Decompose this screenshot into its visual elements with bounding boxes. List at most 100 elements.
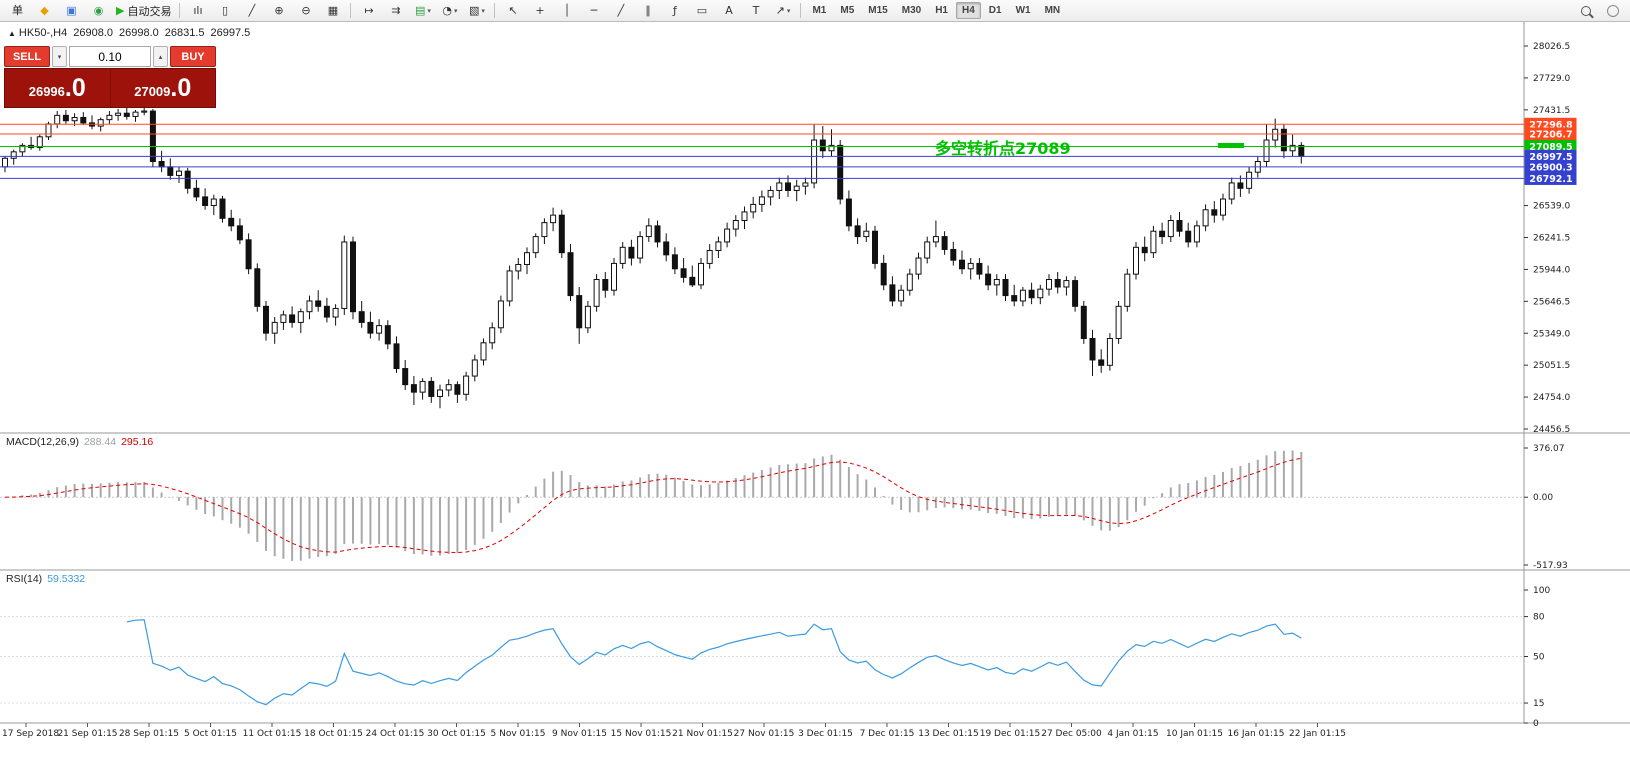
- svg-text:25349.0: 25349.0: [1533, 329, 1570, 339]
- crosshair-icon[interactable]: +: [535, 4, 545, 17]
- new-chart-icon[interactable]: ▤ ▾: [415, 4, 431, 17]
- volume-input[interactable]: [69, 46, 151, 67]
- chart-header: ▲ HK50-,H4 26908.0 26998.0 26831.5 26997.5: [8, 27, 256, 39]
- svg-text:5 Oct 01:15: 5 Oct 01:15: [184, 729, 237, 739]
- timeframe-m30-button[interactable]: M30: [901, 5, 922, 16]
- fibonacci-icon[interactable]: ƒ: [673, 4, 677, 17]
- svg-text:13 Dec 01:15: 13 Dec 01:15: [918, 729, 979, 739]
- svg-text:17 Sep 2018: 17 Sep 2018: [2, 729, 59, 739]
- svg-text:26241.5: 26241.5: [1533, 234, 1570, 244]
- svg-text:26900.3: 26900.3: [1529, 162, 1572, 173]
- svg-text:25646.5: 25646.5: [1533, 297, 1570, 307]
- timeframe-group: M1 M5 M15 M30 H1 H4 D1 W1 MN: [805, 2, 1067, 19]
- volume-stepper-up[interactable]: ▴: [153, 46, 168, 67]
- svg-text:80: 80: [1533, 613, 1545, 623]
- svg-text:24754.0: 24754.0: [1533, 393, 1570, 403]
- svg-text:22 Jan 01:15: 22 Jan 01:15: [1289, 729, 1346, 739]
- svg-text:11 Oct 01:15: 11 Oct 01:15: [243, 729, 302, 739]
- navigator-icon[interactable]: ◉: [93, 4, 104, 17]
- buy-button[interactable]: BUY: [170, 46, 216, 67]
- svg-text:16 Jan 01:15: 16 Jan 01:15: [1228, 729, 1285, 739]
- buy-price[interactable]: 27009.0: [109, 69, 216, 107]
- timeframe-d1-button[interactable]: D1: [988, 5, 1002, 16]
- svg-text:100: 100: [1533, 586, 1550, 596]
- sell-price[interactable]: 26996.0: [28, 73, 86, 102]
- timeframe-w1-button[interactable]: W1: [1015, 5, 1031, 16]
- data-window-icon[interactable]: ▣: [66, 4, 77, 17]
- horizontal-line-icon[interactable]: ─: [590, 4, 598, 17]
- order-type-dropdown[interactable]: ▾: [52, 46, 67, 67]
- svg-text:-517.93: -517.93: [1533, 561, 1568, 571]
- templates-icon[interactable]: ▧ ▾: [469, 4, 485, 17]
- one-click-trading-panel: SELL ▾ ▴ BUY 26996.0 27009.0: [4, 46, 216, 108]
- ohlc-open: 26908.0: [73, 27, 113, 39]
- search-icon[interactable]: [1573, 0, 1598, 21]
- trendline-stub[interactable]: [1218, 143, 1244, 148]
- shapes-icon[interactable]: ▭: [696, 4, 708, 17]
- svg-text:25944.0: 25944.0: [1533, 265, 1570, 275]
- svg-text:30 Oct 01:15: 30 Oct 01:15: [427, 729, 486, 739]
- svg-text:28 Sep 01:15: 28 Sep 01:15: [119, 729, 179, 739]
- sell-button[interactable]: SELL: [4, 46, 50, 67]
- toolbar-separator: [350, 3, 352, 18]
- chart-canvas[interactable]: 28026.5 27729.0 27431.5 26539.0 26241.5 25944…: [0, 22, 1630, 769]
- svg-text:27296.8: 27296.8: [1529, 120, 1573, 131]
- svg-text:25051.5: 25051.5: [1533, 361, 1570, 371]
- zoom-in-icon[interactable]: ⊕: [274, 4, 284, 17]
- ohlc-close: 26997.5: [210, 27, 251, 39]
- svg-text:27089.5: 27089.5: [1529, 142, 1572, 153]
- arrows-icon[interactable]: ↗ ▾: [775, 4, 791, 17]
- toolbar-separator: [494, 3, 496, 18]
- rsi-indicator-label: RSI(14) 59.5332: [6, 573, 86, 585]
- auto-scroll-icon[interactable]: ↦: [364, 4, 374, 17]
- timeframe-m15-button[interactable]: M15: [868, 5, 888, 16]
- new-order-button[interactable]: 单: [12, 4, 23, 17]
- text-label-icon[interactable]: T: [752, 4, 760, 17]
- tile-windows-icon[interactable]: ▦: [327, 4, 339, 17]
- timeframe-m1-button[interactable]: M1: [812, 5, 827, 16]
- metaeditor-icon[interactable]: ◆: [40, 4, 49, 17]
- cursor-icon[interactable]: ↖: [508, 4, 518, 17]
- svg-text:27206.7: 27206.7: [1529, 129, 1572, 140]
- svg-text:27431.5: 27431.5: [1533, 106, 1570, 116]
- svg-text:27729.0: 27729.0: [1533, 74, 1570, 84]
- vertical-line-icon[interactable]: │: [563, 4, 571, 17]
- toolbar-separator: [179, 3, 181, 18]
- text-icon[interactable]: A: [725, 4, 733, 17]
- timeframe-h4-button[interactable]: H4: [955, 2, 981, 19]
- chart-shift-icon[interactable]: ⇉: [391, 4, 401, 17]
- autotrading-button[interactable]: ▶ 自动交易: [116, 4, 172, 18]
- ohlc-low: 26831.5: [164, 27, 205, 39]
- svg-text:24 Oct 01:15: 24 Oct 01:15: [366, 729, 425, 739]
- svg-text:26997.5: 26997.5: [1529, 152, 1572, 163]
- zoom-out-icon[interactable]: ⊖: [301, 4, 311, 17]
- timeframe-m5-button[interactable]: M5: [840, 5, 855, 16]
- bar-chart-icon[interactable]: ılı: [193, 4, 203, 17]
- svg-text:50: 50: [1533, 653, 1545, 663]
- community-icon[interactable]: [1600, 0, 1625, 21]
- pivot-annotation[interactable]: 多空转折点27089: [935, 139, 1071, 158]
- ohlc-high: 26998.0: [118, 27, 159, 39]
- line-chart-icon[interactable]: ╱: [248, 4, 256, 17]
- svg-text:0.00: 0.00: [1533, 493, 1553, 503]
- chart-marker-icon: ▲: [8, 29, 16, 38]
- timeframe-mn-button[interactable]: MN: [1044, 5, 1061, 16]
- svg-text:19 Dec 01:15: 19 Dec 01:15: [980, 729, 1041, 739]
- trendline-icon[interactable]: ╱: [617, 4, 625, 17]
- toolbar-right: [1572, 0, 1626, 21]
- svg-text:9 Nov 01:15: 9 Nov 01:15: [552, 729, 607, 739]
- svg-text:15: 15: [1533, 699, 1544, 709]
- svg-text:26539.0: 26539.0: [1533, 202, 1570, 212]
- toolbar-separator: [800, 3, 802, 18]
- svg-text:3 Dec 01:15: 3 Dec 01:15: [798, 729, 853, 739]
- channel-icon[interactable]: ∥: [645, 4, 651, 17]
- candlestick-chart-icon[interactable]: ▯: [221, 4, 228, 17]
- timeframe-h1-button[interactable]: H1: [935, 5, 948, 16]
- periods-icon[interactable]: ◔ ▾: [442, 4, 458, 17]
- svg-text:26792.1: 26792.1: [1529, 174, 1572, 185]
- chart-area: 28026.5 27729.0 27431.5 26539.0 26241.5 25944…: [0, 22, 1630, 769]
- svg-text:18 Oct 01:15: 18 Oct 01:15: [304, 729, 363, 739]
- svg-text:24456.5: 24456.5: [1533, 425, 1570, 435]
- svg-text:7 Dec 01:15: 7 Dec 01:15: [860, 729, 915, 739]
